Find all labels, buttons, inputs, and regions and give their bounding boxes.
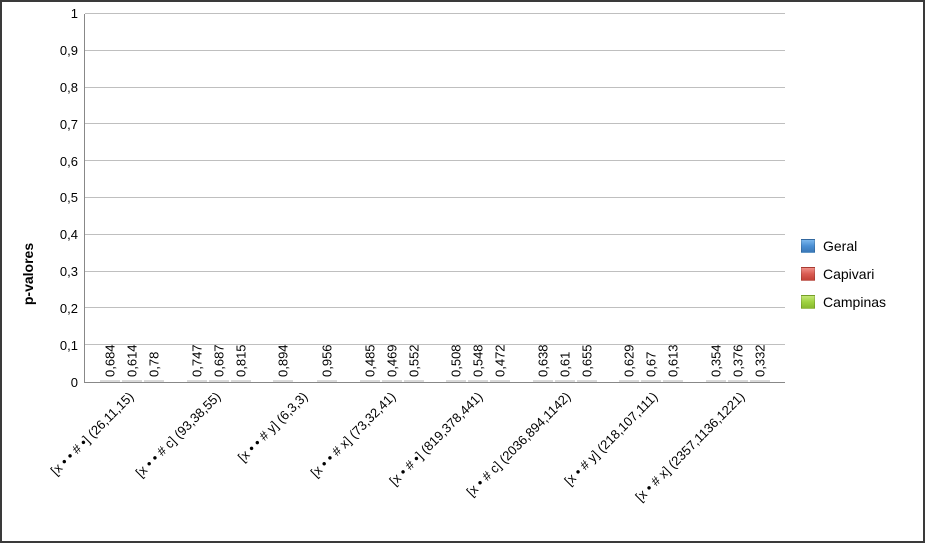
- plot-column: 10,90,80,70,60,50,40,30,20,10 0,6840,614…: [42, 14, 785, 533]
- bar-group: 0,5080,5480,472: [446, 380, 510, 382]
- bar: 0,614: [122, 380, 142, 382]
- bar: 0,485: [360, 380, 380, 382]
- chart-left: p-valores 10,90,80,70,60,50,40,30,20,10 …: [14, 14, 785, 533]
- bar-value-label: 0,684: [103, 344, 118, 381]
- bar-value-label: 0,894: [276, 344, 291, 381]
- bar-value-label: 0,485: [362, 344, 377, 381]
- x-axis-ticks: [x • • # •] (26,11,15)[x • • # c] (93,38…: [78, 383, 785, 533]
- bar-groups: 0,6840,6140,780,7470,6870,8150,8940,9560…: [85, 14, 785, 382]
- bar-group: 0,6380,610,655: [533, 380, 597, 382]
- bar: 0,354: [706, 380, 726, 382]
- legend-label: Campinas: [823, 294, 886, 310]
- bar-value-label: 0,376: [730, 344, 745, 381]
- y-axis-label-wrap: p-valores: [14, 14, 42, 533]
- bar-group: 0,6840,6140,78: [100, 380, 164, 382]
- plot-area: 0,6840,6140,780,7470,6870,8150,8940,9560…: [84, 14, 785, 383]
- legend-label: Capivari: [823, 266, 874, 282]
- bar: 0,655: [577, 380, 597, 382]
- bar-value-label: 0,472: [493, 344, 508, 381]
- bar-value-label: 0,655: [579, 344, 594, 381]
- bar-value-label: 0,629: [622, 344, 637, 381]
- bar-value-label: 0,956: [320, 344, 335, 381]
- bar-value-label: 0,469: [384, 344, 399, 381]
- legend-label: Geral: [823, 238, 857, 254]
- bar: 0,747: [187, 380, 207, 382]
- bar: 0,469: [382, 380, 402, 382]
- bar-value-label: 0,613: [666, 344, 681, 381]
- bar-value-label: 0,548: [471, 344, 486, 381]
- bar-group: 0,7470,6870,815: [187, 380, 251, 382]
- x-tick: [x • • # c] (93,38,55): [180, 383, 246, 533]
- bar-value-label: 0,332: [752, 344, 767, 381]
- y-axis-ticks: 10,90,80,70,60,50,40,30,20,10: [42, 14, 84, 383]
- chart-frame: p-valores 10,90,80,70,60,50,40,30,20,10 …: [0, 0, 925, 543]
- bar: 0,956: [317, 380, 337, 382]
- bar-group: 0,3540,3760,332: [706, 380, 770, 382]
- legend-item: Capivari: [801, 266, 911, 282]
- legend-swatch: [801, 239, 815, 253]
- x-tick-label: [x • • # •] (26,11,15): [47, 389, 136, 478]
- bar: 0,638: [533, 380, 553, 382]
- bar: 0,684: [100, 380, 120, 382]
- bar-value-label: 0,67: [644, 352, 659, 381]
- y-axis-label: p-valores: [20, 242, 36, 304]
- bar: 0,67: [641, 380, 661, 382]
- bar-value-label: 0,687: [211, 344, 226, 381]
- legend-item: Geral: [801, 238, 911, 254]
- bar: 0,376: [728, 380, 748, 382]
- bar-value-label: 0,747: [189, 344, 204, 381]
- bar-value-label: 0,354: [708, 344, 723, 381]
- bar: 0,894: [273, 380, 293, 382]
- bar: 0,687: [209, 380, 229, 382]
- bar: 0,78: [144, 380, 164, 382]
- legend-item: Campinas: [801, 294, 911, 310]
- bar-value-label: 0,61: [557, 352, 572, 381]
- bar-group: 0,4850,4690,552: [360, 380, 424, 382]
- x-tick-label: [x • • # y] (6,3,3): [235, 389, 311, 465]
- bar-value-label: 0,638: [535, 344, 550, 381]
- bar-value-label: 0,508: [449, 344, 464, 381]
- bar: 0,548: [468, 380, 488, 382]
- bar: 0,508: [446, 380, 466, 382]
- bar: 0,613: [663, 380, 683, 382]
- bar: 0,629: [619, 380, 639, 382]
- bar-value-label: 0,614: [125, 344, 140, 381]
- plot-row: 10,90,80,70,60,50,40,30,20,10 0,6840,614…: [42, 14, 785, 383]
- bar: 0,332: [750, 380, 770, 382]
- bar-value-label: 0,815: [233, 344, 248, 381]
- legend: Geral Capivari Campinas: [785, 14, 911, 533]
- bar: 0,472: [490, 380, 510, 382]
- bar-group: 0,894 0,956: [273, 380, 337, 382]
- bar: 0,61: [555, 380, 575, 382]
- x-tick: [x • # x] (2357,1136,1221): [704, 383, 770, 533]
- bar: 0,815: [231, 380, 251, 382]
- bar-value-label: 0,78: [147, 352, 162, 381]
- legend-swatch: [801, 295, 815, 309]
- bar: 0,552: [404, 380, 424, 382]
- bar-value-label: 0,552: [406, 344, 421, 381]
- legend-swatch: [801, 267, 815, 281]
- bar-group: 0,6290,670,613: [619, 380, 683, 382]
